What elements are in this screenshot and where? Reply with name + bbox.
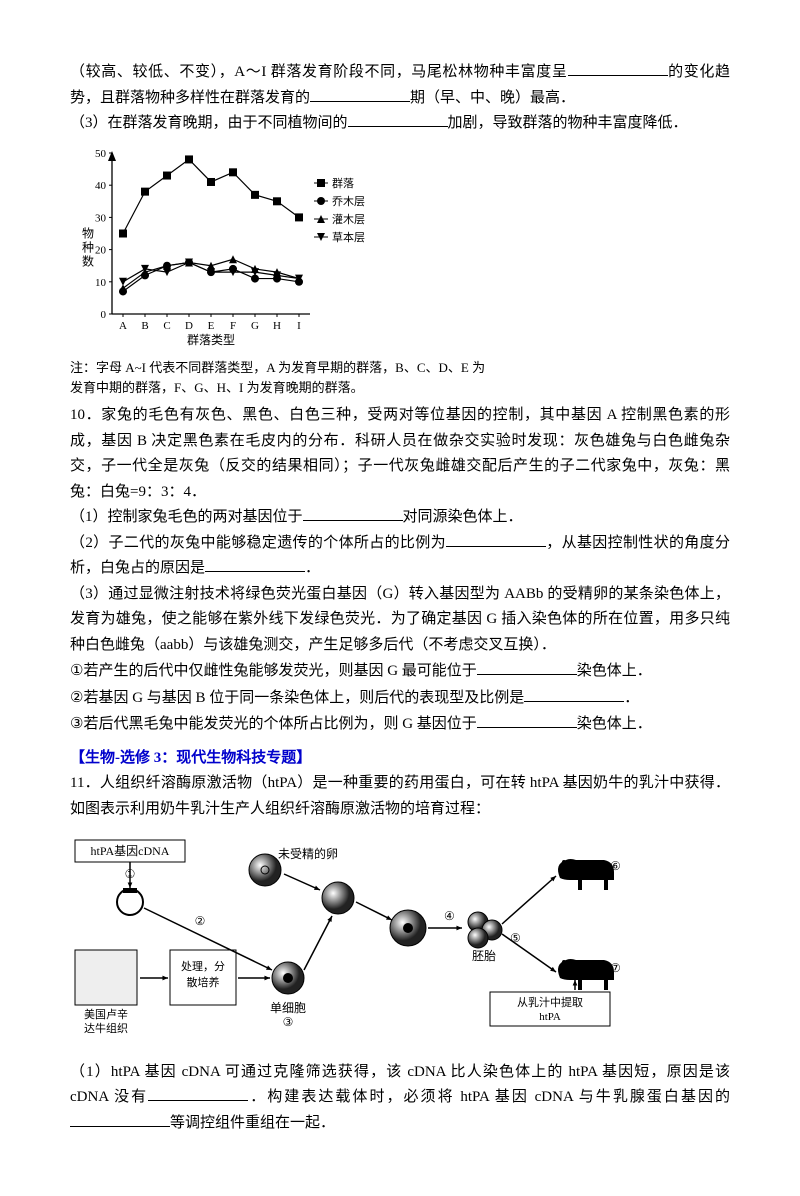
intro-paragraph-2: （3）在群落发育晚期，由于不同植物间的 加剧，导致群落的物种丰富度降低． [70,111,730,137]
svg-text:群落: 群落 [332,176,354,190]
svg-text:⑦: ⑦ [610,961,621,975]
svg-text:数: 数 [82,253,94,268]
q11-part1: （1）htPA 基因 cDNA 可通过克隆筛选获得，该 cDNA 比人染色体上的… [70,1060,730,1137]
svg-text:A: A [119,320,127,332]
chart-svg: 0 10 20 30 40 50 A B C D E F G H I 物种数群落类型 群落乔木层灌木层草本层 [70,143,380,348]
intro-paragraph-1: （较高、较低、不变），A～I 群落发育阶段不同，马尾松林物种丰富度呈的变化趋势，… [70,60,730,111]
svg-text:从乳汁中提取: 从乳汁中提取 [517,996,583,1009]
svg-text:④: ④ [444,909,455,923]
q10-part2: （2）子二代的灰兔中能够稳定遗传的个体所占的比例为，从基因控制性状的角度分析，白… [70,531,730,582]
text: ． [305,560,320,576]
svg-text:htPA基因cDNA: htPA基因cDNA [91,844,170,858]
blank [568,60,668,76]
diagram-svg: htPA基因cDNA①美国卢辛达牛组织处理，分散培养单细胞③②未受精的卵④胚胎⑤… [70,830,630,1040]
text: 若基因 G 与基因 B 位于同一条染色体上，则后代的表现型及比例是 [83,690,524,706]
svg-text:群落类型: 群落类型 [187,333,235,347]
blank [303,505,403,521]
svg-text:散培养: 散培养 [187,975,220,989]
svg-text:未受精的卵: 未受精的卵 [278,846,338,861]
text: （1）控制家兔毛色的两对基因位于 [70,509,303,525]
q10-part1: （1）控制家兔毛色的两对基因位于 对同源染色体上． [70,505,730,531]
text: 染色体上． [577,663,652,679]
svg-text:胚胎: 胚胎 [472,949,496,963]
chart-note-1: 注：字母 A~I 代表不同群落类型，A 为发育早期的群落，B、C、D、E 为 [70,359,730,377]
blank [70,1111,170,1127]
text: 加剧，导致群落的物种丰富度降低． [448,115,688,131]
svg-text:种: 种 [82,240,94,254]
q10-sub3: ③若后代黑毛兔中能发荧光的个体所占比例为，则 G 基因位于 染色体上． [70,711,730,738]
chart-note-2: 发育中期的群落，F、G、H、I 为发育晚期的群落。 [70,379,730,397]
text: （3）在群落发育晚期，由于不同植物间的 [70,115,348,131]
text: ． [624,690,639,706]
q10-sub2: ②若基因 G 与基因 B 位于同一条染色体上，则后代的表现型及比例是 ． [70,685,730,712]
svg-text:B: B [141,320,148,332]
svg-text:单细胞: 单细胞 [270,1001,306,1015]
svg-text:40: 40 [95,180,107,192]
circled-1: ① [70,662,83,679]
text: 等调控组件重组在一起． [170,1115,335,1131]
text: ．构建表达载体时，必须将 htPA 基因 cDNA 与牛乳腺蛋白基因的 [248,1089,730,1105]
text: 若后代黑毛兔中能发荧光的个体所占比例为，则 G 基因位于 [83,716,476,732]
text: 对同源染色体上． [403,509,523,525]
q10-part3: （3）通过显微注射技术将绿色荧光蛋白基因（G）转入基因型为 AABb 的受精卵的… [70,582,730,659]
svg-text:乔木层: 乔木层 [332,195,365,208]
blank [477,712,577,728]
q10-sub1: ①若产生的后代中仅雌性兔能够发荧光，则基因 G 最可能位于 染色体上． [70,658,730,685]
svg-text:0: 0 [101,309,107,321]
text: 若产生的后代中仅雌性兔能够发荧光，则基因 G 最可能位于 [83,663,476,679]
svg-text:10: 10 [95,276,107,288]
blank [348,111,448,127]
svg-text:50: 50 [95,148,107,160]
svg-text:H: H [273,320,281,332]
flow-diagram: htPA基因cDNA①美国卢辛达牛组织处理，分散培养单细胞③②未受精的卵④胚胎⑤… [70,830,730,1050]
svg-text:I: I [297,320,301,332]
section-heading: 【生物-选修 3：现代生物科技专题】 [70,746,730,772]
text: （较高、较低、不变），A～I 群落发育阶段不同，马尾松林物种丰富度呈 [70,64,568,80]
svg-text:②: ② [195,914,206,928]
svg-text:D: D [185,320,193,332]
svg-text:C: C [163,320,170,332]
svg-text:⑥: ⑥ [610,859,621,873]
svg-text:物: 物 [82,226,94,240]
blank [148,1085,248,1101]
svg-text:E: E [208,320,215,332]
circled-2: ② [70,689,83,706]
svg-text:htPA: htPA [539,1011,561,1023]
svg-text:达牛组织: 达牛组织 [84,1021,128,1035]
svg-text:草本层: 草本层 [332,230,365,244]
svg-text:G: G [251,320,259,332]
svg-text:30: 30 [95,212,107,224]
svg-text:20: 20 [95,244,107,256]
text: （2）子二代的灰兔中能够稳定遗传的个体所占的比例为 [70,535,446,551]
text: 染色体上． [577,716,652,732]
q11-intro: 11．人组织纤溶酶原激活物（htPA）是一种重要的药用蛋白，可在转 htPA 基… [70,771,730,822]
blank [310,86,410,102]
text: 期（早、中、晚）最高． [410,90,575,106]
species-chart: 0 10 20 30 40 50 A B C D E F G H I 物种数群落类型 群落乔木层灌木层草本层 注… [70,143,730,398]
svg-text:③: ③ [283,1015,294,1029]
svg-text:F: F [230,320,236,332]
circled-3: ③ [70,715,83,732]
svg-text:灌木层: 灌木层 [332,213,365,226]
q10-intro: 10．家兔的毛色有灰色、黑色、白色三种，受两对等位基因的控制，其中基因 A 控制… [70,403,730,505]
blank [205,556,305,572]
blank [477,659,577,675]
blank [446,531,546,547]
blank [524,686,624,702]
svg-text:美国卢辛: 美国卢辛 [84,1007,128,1021]
svg-text:处理，分: 处理，分 [181,960,225,973]
